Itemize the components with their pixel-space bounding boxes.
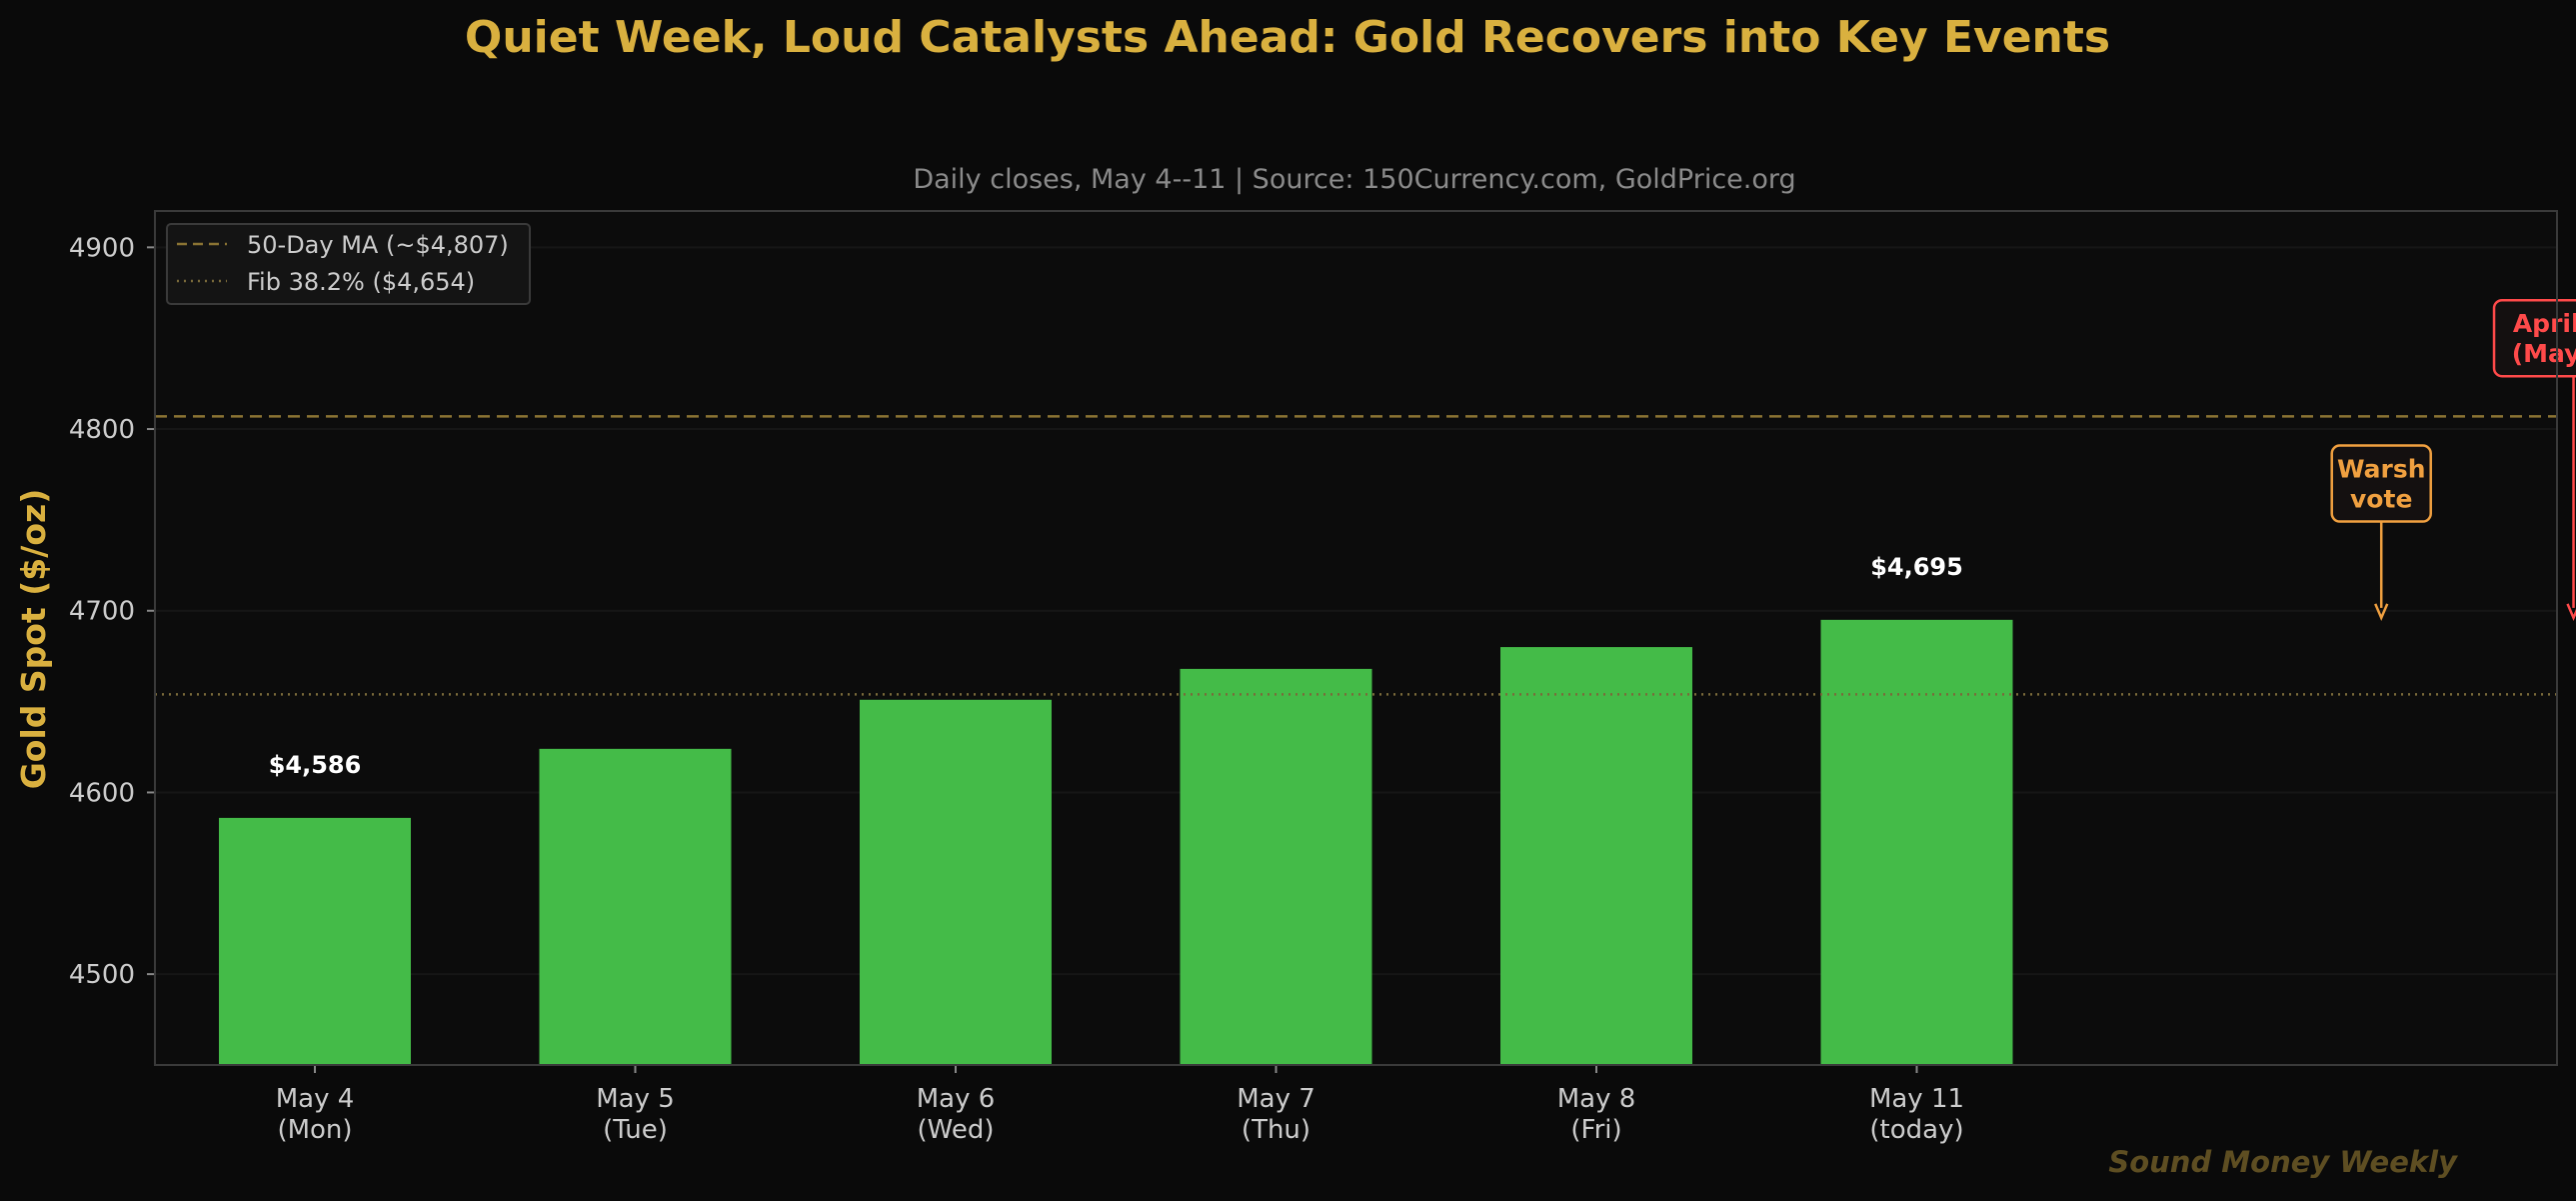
x-tick-label: (Mon) <box>277 1115 352 1145</box>
y-tick-label: 4600 <box>69 778 135 808</box>
bar-4 <box>1500 647 1692 1065</box>
x-tick-label: (Thu) <box>1242 1115 1310 1145</box>
legend-entry-50-day-ma: 50-Day MA (~$4,807) <box>247 231 509 259</box>
y-tick-label: 4900 <box>69 233 135 263</box>
bar-5 <box>1820 619 2013 1065</box>
annotation-label-0: vote <box>2350 485 2412 514</box>
x-tick-label: May 6 <box>917 1084 996 1114</box>
x-tick-label: (Wed) <box>918 1115 995 1145</box>
x-tick-label: May 11 <box>1869 1084 1964 1114</box>
y-tick-label: 4500 <box>69 960 135 990</box>
bar-1 <box>539 748 732 1065</box>
annotation-box-0 <box>2330 444 2432 523</box>
x-tick-label: May 4 <box>276 1084 355 1114</box>
chart-subtitle: Daily closes, May 4--11 | Source: 150Cur… <box>913 164 1795 195</box>
value-label: $4,586 <box>269 751 362 779</box>
value-label: $4,695 <box>1870 553 1963 581</box>
watermark: Sound Money Weekly <box>2108 1145 2458 1179</box>
annotation-label-1: April CPI <box>2513 309 2576 338</box>
x-tick-label: May 8 <box>1557 1084 1636 1114</box>
annotation-arrowhead-1 <box>2566 603 2576 622</box>
annotation-label-0: Warsh <box>2337 455 2426 484</box>
bar-0 <box>219 817 411 1065</box>
bar-3 <box>1180 668 1372 1065</box>
x-tick-label: May 7 <box>1237 1084 1315 1114</box>
x-tick-label: (Fri) <box>1570 1115 1621 1145</box>
chart-title: Quiet Week, Loud Catalysts Ahead: Gold R… <box>465 12 2110 63</box>
x-tick-label: (today) <box>1869 1115 1963 1145</box>
plot-frame <box>154 210 2558 1066</box>
annotation-box-1 <box>2492 298 2576 378</box>
x-tick-label: May 5 <box>596 1084 675 1114</box>
y-tick-label: 4800 <box>69 415 135 445</box>
annotation-label-1: (May 13) <box>2512 339 2576 368</box>
y-tick-label: 4700 <box>69 597 135 627</box>
legend-entry-fib: Fib 38.2% ($4,654) <box>247 268 475 296</box>
annotation-arrowhead-0 <box>2374 603 2389 622</box>
x-tick-label: (Tue) <box>603 1115 668 1145</box>
bar-2 <box>860 699 1052 1065</box>
y-axis-label: Gold Spot ($/oz) <box>14 489 53 790</box>
plot-area: 4500 4600 4700 4800 4900 May 4(Mon) May 5(Tue)… <box>69 210 2576 1145</box>
legend: 50-Day MA (~$4,807) Fib 38.2% ($4,654) <box>166 223 531 305</box>
legend-box <box>166 223 531 305</box>
